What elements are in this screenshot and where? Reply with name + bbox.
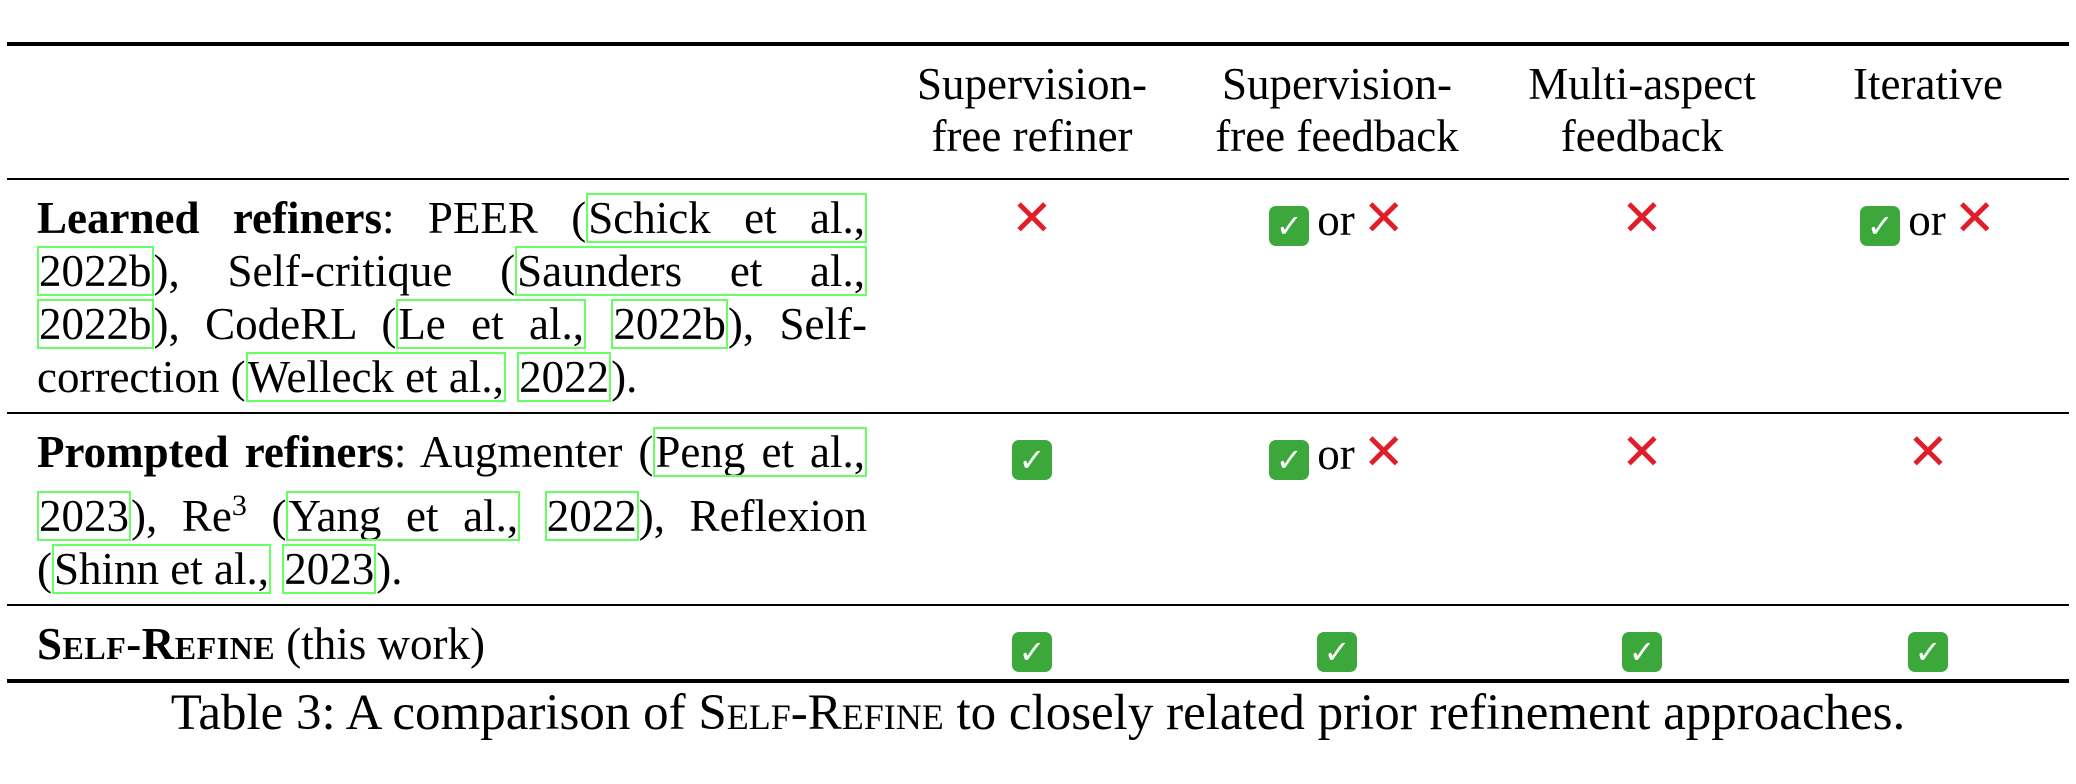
desc-text: ). — [376, 544, 403, 594]
citation-link[interactable]: 2022b — [37, 246, 154, 296]
citation-link[interactable]: 2023 — [282, 544, 377, 594]
citation-link[interactable]: 2023 — [37, 491, 131, 541]
mark-cell: ✓ — [1787, 605, 2069, 681]
check-icon: ✓ — [1012, 440, 1052, 480]
desc-text: : Augmenter ( — [393, 427, 654, 477]
desc-text: ), Self-critique ( — [153, 246, 516, 296]
row-description: Learned refiners: PEER (Schick et al., 2… — [7, 179, 887, 413]
row-learned-refiners: Learned refiners: PEER (Schick et al., 2… — [7, 179, 2069, 413]
row-description: Self-Refine (this work) — [7, 605, 887, 681]
cross-icon: ✕ — [1621, 189, 1663, 247]
superscript: 3 — [231, 489, 247, 522]
caption-name: Self-Refine — [698, 685, 944, 741]
mark-cell: ✓ or ✕ — [1177, 413, 1497, 605]
mark-cell: ✓ — [1177, 605, 1497, 681]
citation-link[interactable]: Le et al., — [396, 299, 586, 349]
desc-text: ), CodeRL ( — [153, 299, 397, 349]
desc-text: (this work) — [275, 619, 486, 669]
row-label: Prompted refiners — [37, 427, 394, 477]
desc-text: ). — [611, 352, 638, 402]
header-row: Supervision- free refiner Supervision- f… — [7, 44, 2069, 179]
header-empty — [7, 44, 887, 179]
desc-text: : PEER ( — [381, 193, 587, 243]
caption-prefix: Table 3: A comparison of — [170, 685, 699, 741]
row-description: Prompted refiners: Augmenter (Peng et al… — [7, 413, 887, 605]
citation-link[interactable]: 2022 — [544, 491, 639, 541]
check-icon: ✓ — [1269, 440, 1310, 480]
mark-cell: ✓ or ✕ — [1177, 179, 1497, 413]
check-icon: ✓ — [1860, 206, 1901, 246]
mark-cell: ✓ — [887, 413, 1177, 605]
mark-cell: ✓ — [887, 605, 1177, 681]
cross-icon: ✕ — [1621, 423, 1663, 481]
desc-text: ), Reflexion ( — [37, 491, 867, 594]
check-icon: ✓ — [1269, 206, 1310, 246]
mark-cell: ✓ or ✕ — [1787, 179, 2069, 413]
cross-icon: ✕ — [1907, 423, 1949, 481]
citation-link[interactable]: Peng et al., — [653, 427, 867, 477]
or-text: or — [1317, 195, 1355, 245]
header-supervision-free-refiner: Supervision- free refiner — [917, 59, 1147, 161]
citation-link[interactable]: 2022b — [611, 299, 728, 349]
row-self-refine: Self-Refine (this work) ✓ ✓ ✓ ✓ — [7, 605, 2069, 681]
desc-text: ), Re — [131, 491, 232, 541]
or-text: or — [1908, 195, 1946, 245]
citation-link[interactable]: Saunders et al., — [515, 246, 867, 296]
cross-icon: ✕ — [1011, 189, 1053, 247]
cross-icon: ✕ — [1362, 423, 1405, 481]
mark-cell: ✕ — [1497, 179, 1787, 413]
cross-icon: ✕ — [1953, 189, 1996, 247]
mark-cell: ✓ — [1497, 605, 1787, 681]
citation-link[interactable]: Schick et al., — [586, 193, 867, 243]
mark-cell: ✕ — [1787, 413, 2069, 605]
row-prompted-refiners: Prompted refiners: Augmenter (Peng et al… — [7, 413, 2069, 605]
citation-link[interactable]: 2022 — [517, 352, 612, 402]
caption-suffix: to closely related prior refinement appr… — [943, 685, 1906, 741]
header-iterative: Iterative — [1853, 59, 2003, 109]
desc-text: ), Self-correction ( — [37, 299, 867, 402]
row-label: Self-Refine — [37, 619, 276, 669]
check-icon: ✓ — [1012, 632, 1052, 672]
header-multi-aspect-feedback: Multi-aspect feedback — [1528, 59, 1756, 161]
citation-link[interactable]: 2022b — [37, 299, 154, 349]
row-label: Learned refiners — [37, 193, 382, 243]
check-icon: ✓ — [1317, 632, 1357, 672]
or-text: or — [1317, 429, 1355, 479]
citation-link[interactable]: Welleck et al., — [245, 352, 506, 402]
mark-cell: ✕ — [1497, 413, 1787, 605]
citation-link[interactable]: Shinn et al., — [52, 544, 271, 594]
citation-link[interactable]: Yang et al., — [286, 491, 521, 541]
check-icon: ✓ — [1622, 632, 1662, 672]
mark-cell: ✕ — [887, 179, 1177, 413]
header-supervision-free-feedback: Supervision- free feedback — [1215, 59, 1459, 161]
comparison-table: Supervision- free refiner Supervision- f… — [7, 42, 2069, 683]
cross-icon: ✕ — [1362, 189, 1405, 247]
check-icon: ✓ — [1908, 632, 1948, 672]
table-caption: Table 3: A comparison of Self-Refine to … — [0, 683, 2076, 743]
desc-text: ( — [246, 491, 287, 541]
